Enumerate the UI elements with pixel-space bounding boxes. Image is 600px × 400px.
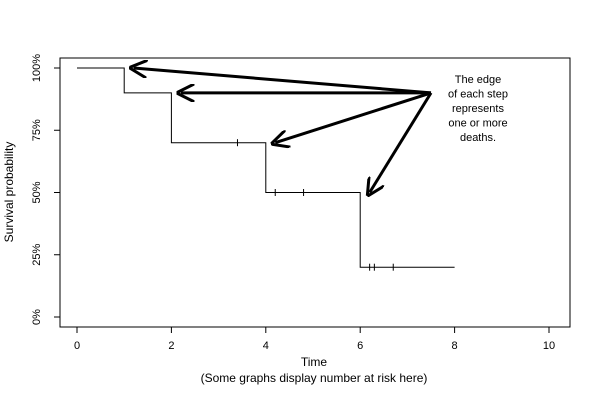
annotation-arrow xyxy=(370,92,433,193)
annotation-line: one or more xyxy=(448,118,507,130)
annotation-arrows xyxy=(134,68,433,193)
survival-curve xyxy=(77,67,455,268)
annotation-line: of each step xyxy=(448,89,508,101)
x-tick-label: 8 xyxy=(452,340,458,352)
annotation-line: deaths. xyxy=(460,132,496,144)
annotation-text: The edge of each step represents one or mor… xyxy=(448,74,508,144)
x-tick-label: 10 xyxy=(543,340,555,352)
y-tick-label: 25% xyxy=(31,244,43,266)
x-tick-label: 0 xyxy=(74,340,80,352)
x-tick-label: 2 xyxy=(168,340,174,352)
y-tick-label: 0% xyxy=(31,309,43,325)
y-tick-label: 75% xyxy=(31,119,43,141)
y-tick-label: 100% xyxy=(31,54,43,82)
x-axis-title: Time xyxy=(301,355,328,369)
x-tick-label: 4 xyxy=(263,340,269,352)
y-tick-label: 50% xyxy=(31,181,43,203)
y-axis-title: Survival probability xyxy=(2,142,16,243)
annotation-arrow xyxy=(134,68,432,95)
survival-step-line xyxy=(77,67,455,268)
x-axis-note: (Some graphs display number at risk here… xyxy=(201,371,428,385)
annotation-line: represents xyxy=(452,103,504,115)
censor-marks xyxy=(236,139,394,271)
y-axis: 0% 25% 50% 75% 100% xyxy=(31,54,60,325)
x-axis: 0 2 4 6 8 10 xyxy=(74,327,555,352)
annotation-arrow xyxy=(275,91,432,143)
annotation-line: The edge xyxy=(455,74,501,86)
x-tick-label: 6 xyxy=(357,340,363,352)
